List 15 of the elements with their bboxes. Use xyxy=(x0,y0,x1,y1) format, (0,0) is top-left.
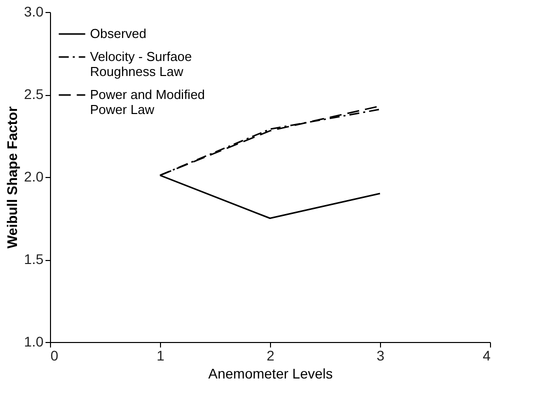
legend-label: Observed xyxy=(90,26,146,41)
x-tick-label: 3 xyxy=(376,348,385,364)
x-axis-title: Anemometer Levels xyxy=(208,366,333,382)
x-tick-label: 1 xyxy=(156,348,165,364)
legend-label: Velocity - Surfaoe Roughness Law xyxy=(90,49,192,79)
y-tick-label: 1.5 xyxy=(24,251,44,267)
legend-label: Power and Modified Power Law xyxy=(90,87,205,117)
x-tick-label: 0 xyxy=(50,348,58,364)
y-tick-label: 3.0 xyxy=(24,4,44,20)
y-tick-label: 2.0 xyxy=(24,168,44,184)
y-tick-label: 1.0 xyxy=(24,334,44,350)
y-axis-title: Weibull Shape Factor xyxy=(4,106,20,249)
x-tick-label: 4 xyxy=(482,348,491,364)
y-tick-label: 2.5 xyxy=(24,86,44,102)
x-tick-label: 2 xyxy=(266,348,275,364)
